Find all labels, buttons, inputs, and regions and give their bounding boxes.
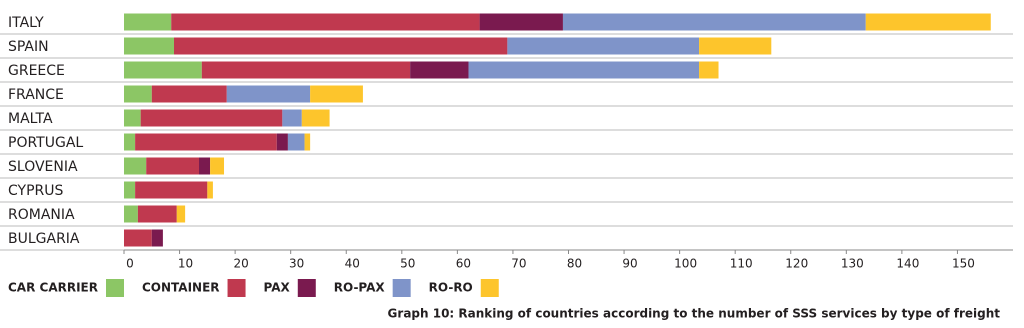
bar-segment	[137, 205, 177, 223]
category-label: CYPRUS	[8, 183, 63, 199]
bar-segment	[699, 37, 772, 55]
legend-swatch	[106, 279, 124, 297]
bar-segment	[124, 205, 138, 223]
x-tick-label: 110	[730, 257, 753, 271]
x-tick-label: 120	[785, 257, 808, 271]
bar-segment	[135, 133, 277, 151]
x-tick-label: 150	[952, 257, 975, 271]
bar-segment	[304, 133, 311, 151]
bar-segment	[176, 205, 186, 223]
category-label: SLOVENIA	[8, 159, 78, 175]
category-label: ROMANIA	[8, 207, 75, 223]
x-tick-label: 30	[289, 257, 304, 271]
bar-segment	[468, 61, 700, 79]
bar-segment	[174, 37, 508, 55]
bar-segment	[507, 37, 700, 55]
bar-segment	[124, 109, 141, 127]
bar-segment	[287, 133, 305, 151]
category-label: SPAIN	[8, 39, 49, 55]
chart-title: Graph 10: Ranking of countries according…	[388, 307, 1001, 321]
bar-segment	[207, 181, 213, 199]
bar-segment	[699, 61, 719, 79]
category-label: ITALY	[8, 15, 44, 31]
legend-swatch	[227, 279, 246, 297]
bar-segment	[276, 133, 288, 151]
bar-segment	[124, 133, 136, 151]
category-label: FRANCE	[8, 87, 64, 103]
x-tick-label: 40	[345, 257, 360, 271]
x-tick-label: 60	[456, 257, 471, 271]
x-tick-label: 10	[178, 257, 193, 271]
bar-segment	[124, 157, 147, 175]
bar-segment	[146, 157, 200, 175]
x-tick-label: 80	[567, 257, 582, 271]
bar-segment	[124, 13, 172, 31]
x-tick-label: 140	[896, 257, 919, 271]
bar-segment	[124, 229, 152, 247]
bar-segment	[310, 85, 363, 103]
bar-segment	[301, 109, 330, 127]
category-label: PORTUGAL	[8, 135, 83, 151]
bar-segment	[151, 229, 163, 247]
legend-label: PAX	[264, 281, 291, 295]
bar-segment	[171, 13, 480, 31]
bar-segment	[410, 61, 469, 79]
bar-segment	[199, 157, 211, 175]
category-label: BULGARIA	[8, 231, 80, 247]
legend-label: CAR CARRIER	[8, 281, 98, 295]
x-tick-label: 70	[511, 257, 526, 271]
x-tick-label: 50	[400, 257, 415, 271]
bar-segment	[562, 13, 866, 31]
bar-segment	[479, 13, 563, 31]
x-tick-label: 130	[841, 257, 864, 271]
legend-swatch	[480, 279, 499, 297]
legend-label: RO-PAX	[334, 281, 386, 295]
category-label: GREECE	[8, 63, 65, 79]
legend-swatch	[392, 279, 411, 297]
bar-segment	[124, 85, 152, 103]
bar-segment	[865, 13, 991, 31]
x-tick-label: 90	[622, 257, 637, 271]
bar-segment	[124, 37, 175, 55]
x-tick-label: 0	[126, 257, 134, 271]
bar-segment	[226, 85, 311, 103]
legend-label: CONTAINER	[142, 281, 220, 295]
x-tick-label: 100	[674, 257, 697, 271]
bar-segment	[210, 157, 225, 175]
bar-segment	[282, 109, 302, 127]
legend-label: RO-RO	[429, 281, 473, 295]
legend-swatch	[297, 279, 316, 297]
bar-segment	[124, 181, 136, 199]
bar-segment	[135, 181, 208, 199]
bar-segment	[201, 61, 411, 79]
x-tick-label: 20	[233, 257, 248, 271]
bar-segment	[124, 61, 202, 79]
bar-segment	[140, 109, 283, 127]
category-label: MALTA	[8, 111, 53, 127]
bar-segment	[151, 85, 227, 103]
